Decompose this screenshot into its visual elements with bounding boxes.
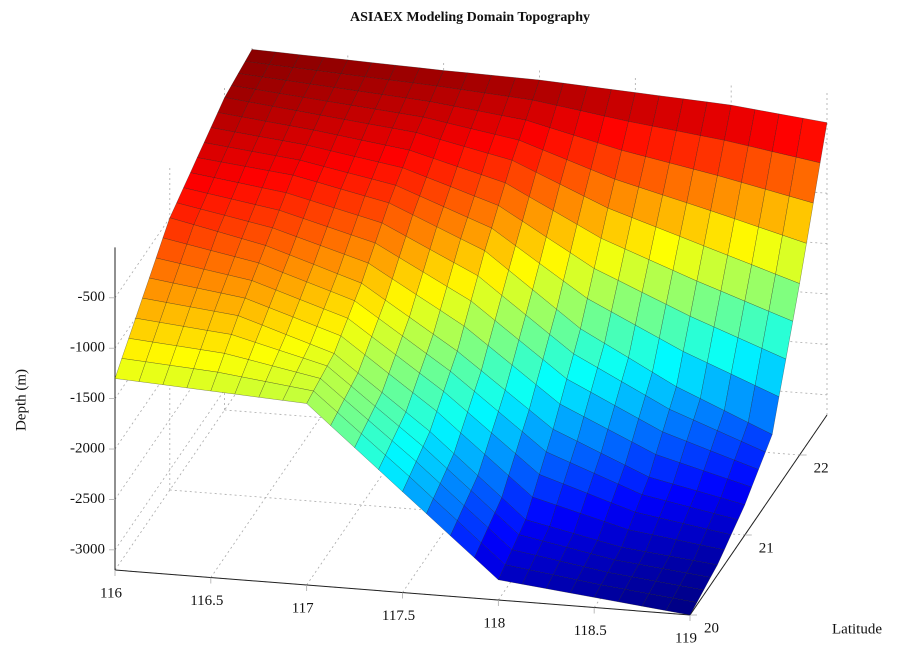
y-tick-label: 20 bbox=[704, 620, 719, 636]
x-tick-label: 119 bbox=[675, 630, 697, 646]
z-axis-label: Depth (m) bbox=[13, 369, 29, 431]
chart-title: ASIAEX Modeling Domain Topography bbox=[350, 10, 590, 25]
x-tick-label: 118 bbox=[483, 615, 505, 631]
z-tick-label: -1500 bbox=[70, 390, 105, 406]
y-axis-label: Latitude bbox=[832, 621, 882, 637]
x-tick-label: 117.5 bbox=[382, 608, 415, 624]
chart: ASIAEX Modeling Domain Topography Depth … bbox=[0, 0, 897, 658]
z-tick-label: -2000 bbox=[70, 440, 105, 456]
z-tick-label: -2500 bbox=[70, 491, 105, 507]
x-tick-label: 117 bbox=[292, 600, 314, 616]
z-tick-label: -500 bbox=[78, 289, 106, 305]
y-tick-label: 21 bbox=[759, 540, 774, 556]
x-tick-label: 118.5 bbox=[574, 623, 607, 639]
x-tick-label: 116 bbox=[100, 585, 122, 601]
y-tick-label: 22 bbox=[814, 460, 829, 476]
z-tick-label: -3000 bbox=[70, 541, 105, 557]
z-tick-label: -1000 bbox=[70, 340, 105, 356]
x-tick-label: 116.5 bbox=[190, 593, 223, 609]
